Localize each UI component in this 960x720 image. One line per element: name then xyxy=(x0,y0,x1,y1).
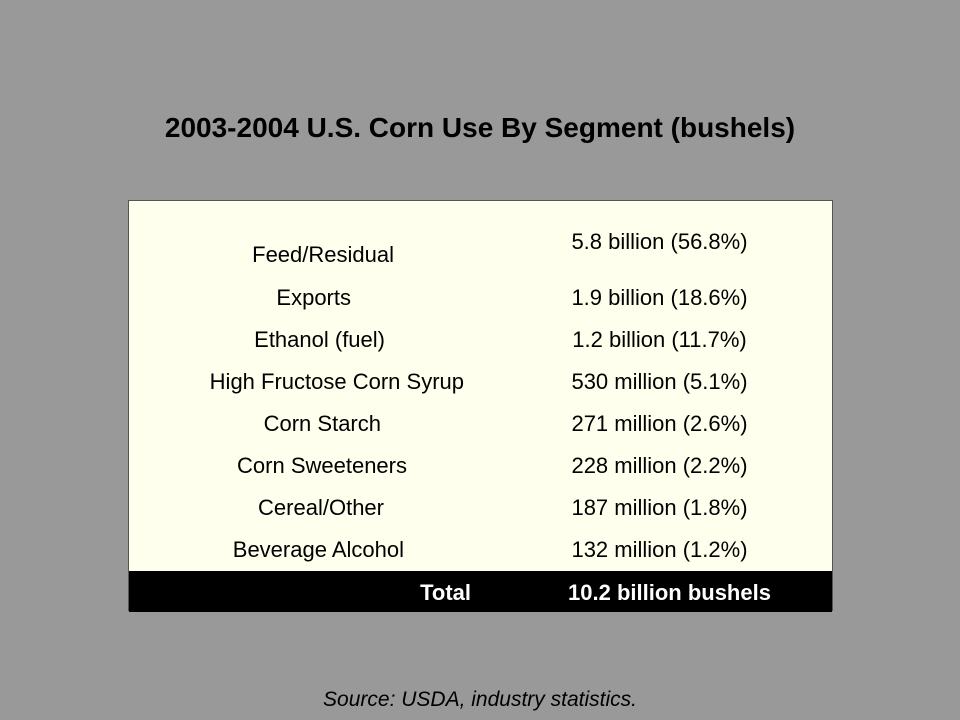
segment-amount: 228 million (2.2%) xyxy=(571,453,748,478)
segment-label: Ethanol (fuel) xyxy=(254,327,385,352)
segment-amount: 5.8 billion (56.8%) xyxy=(571,229,748,254)
segment-label: Corn Sweeteners xyxy=(237,453,407,478)
total-value: 10.2 billion bushels xyxy=(568,580,771,605)
segment-amount: 187 million (1.8%) xyxy=(571,495,748,520)
total-row: Total 10.2 billion bushels xyxy=(129,571,832,612)
segment-amount: 530 million (5.1%) xyxy=(571,369,748,394)
table-row: Corn Starch 271 million (2.6%) xyxy=(129,409,832,451)
segment-label: Corn Starch xyxy=(263,411,381,436)
table-row: Exports 1.9 billion (18.6%) xyxy=(129,283,832,325)
segment-amount: 132 million (1.2%) xyxy=(571,537,748,562)
segment-label: Feed/Residual xyxy=(252,242,394,267)
page-title: 2003-2004 U.S. Corn Use By Segment (bush… xyxy=(164,112,796,143)
segment-amount: 271 million (2.6%) xyxy=(571,411,748,436)
total-label: Total xyxy=(420,580,471,605)
segment-amount: 1.9 billion (18.6%) xyxy=(571,285,748,310)
segment-amount: 1.2 billion (11.7%) xyxy=(572,327,747,352)
table-row: Feed/Residual 5.8 billion (56.8%) xyxy=(129,201,832,285)
table-row: Corn Sweeteners 228 million (2.2%) xyxy=(129,451,832,493)
segment-label: Cereal/Other xyxy=(258,495,384,520)
corn-use-table: Feed/Residual 5.8 billion (56.8%) Export… xyxy=(128,200,833,612)
source-note: Source: USDA, industry statistics. xyxy=(323,688,637,711)
table-row: Beverage Alcohol 132 million (1.2%) xyxy=(129,535,832,577)
segment-label: Beverage Alcohol xyxy=(232,537,404,562)
segment-label: High Fructose Corn Syrup xyxy=(209,369,464,394)
table-row: Cereal/Other 187 million (1.8%) xyxy=(129,493,832,535)
segment-label: Exports xyxy=(276,285,351,310)
table-row: High Fructose Corn Syrup 530 million (5.… xyxy=(129,367,832,409)
table-row: Ethanol (fuel) 1.2 billion (11.7%) xyxy=(129,325,832,367)
